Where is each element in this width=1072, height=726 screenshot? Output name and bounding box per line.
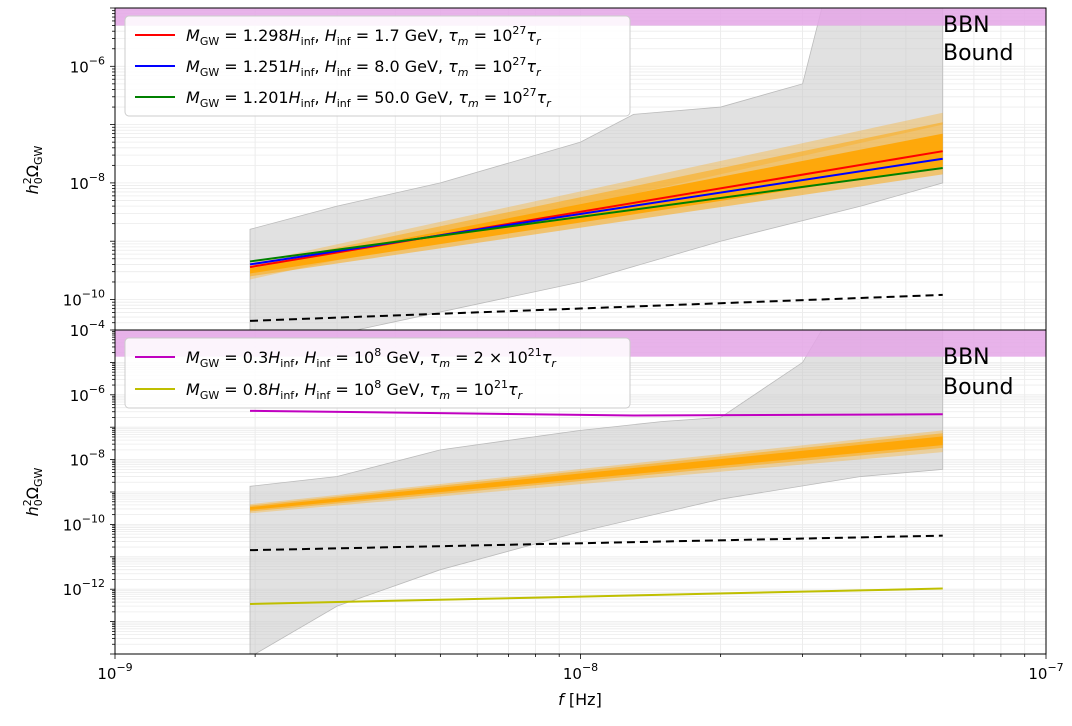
sensitivity-region [249, 330, 944, 654]
top-bbn-label-1: BBN [943, 13, 990, 38]
bottom-dashed-line [249, 534, 943, 552]
x-tick-label: 10−7 [1028, 661, 1063, 683]
bottom-yticks: 10−4 10−6 10−8 10−10 10−12 [63, 318, 115, 655]
bottom-ylabel: h20ΩGW [21, 467, 45, 516]
bottom-signal-band [250, 430, 943, 514]
bottom-legend: MGW = 0.3Hinf, Hinf = 108 GeV, τm = 2 × … [124, 337, 631, 409]
series-line-1 [249, 409, 943, 417]
top-bbn-label-2: Bound [943, 41, 1013, 66]
xlabel: f [Hz] [558, 690, 602, 709]
dashed-line [249, 293, 943, 322]
bottom-legend-entry-2: MGW = 0.8Hinf, Hinf = 108 GeV, τm = 1021… [186, 378, 524, 402]
bottom-legend-box [124, 337, 631, 409]
y-tick-label: 10−8 [70, 448, 105, 470]
top-legend-entry-1: MGW = 1.298Hinf, Hinf = 1.7 GeV, τm = 10… [186, 24, 542, 48]
y-tick-label: 10−12 [63, 577, 105, 599]
bottom-bbn-label-1: BBN [943, 345, 990, 370]
bottom-legend-entry-1: MGW = 0.3Hinf, Hinf = 108 GeV, τm = 2 × … [186, 346, 557, 370]
dashed-line [249, 534, 943, 552]
y-tick-label: 10−4 [70, 318, 105, 340]
top-dashed-line [249, 293, 943, 322]
bottom-series [249, 409, 943, 605]
top-yticks: 10−6 10−8 10−10 [63, 7, 115, 331]
bottom-bbn-label-2: Bound [943, 375, 1013, 400]
top-ylabel: h20ΩGW [21, 145, 45, 194]
top-legend-entry-2: MGW = 1.251Hinf, Hinf = 8.0 GeV, τm = 10… [186, 55, 542, 79]
top-legend: MGW = 1.298Hinf, Hinf = 1.7 GeV, τm = 10… [124, 15, 631, 117]
top-legend-box [124, 15, 631, 117]
y-tick-label: 10−6 [70, 54, 105, 76]
signal-band [250, 436, 943, 510]
y-tick-label: 10−8 [70, 171, 105, 193]
bottom-sensitivity-region [249, 330, 944, 654]
series-line-2 [249, 587, 943, 605]
x-tick-label: 10−9 [97, 661, 132, 683]
series-line-3 [249, 167, 943, 263]
y-tick-label: 10−10 [63, 512, 105, 534]
top-legend-entry-3: MGW = 1.201Hinf, Hinf = 50.0 GeV, τm = 1… [186, 86, 552, 110]
top-panel: 10−6 10−8 10−10 BBN Bound MGW = 1.298Hinf,… [21, 7, 1047, 331]
y-tick-label: 10−10 [63, 288, 105, 310]
y-tick-label: 10−6 [70, 383, 105, 405]
x-tick-label: 10−8 [563, 661, 598, 683]
top-series [249, 150, 943, 269]
bottom-xticks: 10−9 10−8 10−7 [97, 654, 1064, 683]
